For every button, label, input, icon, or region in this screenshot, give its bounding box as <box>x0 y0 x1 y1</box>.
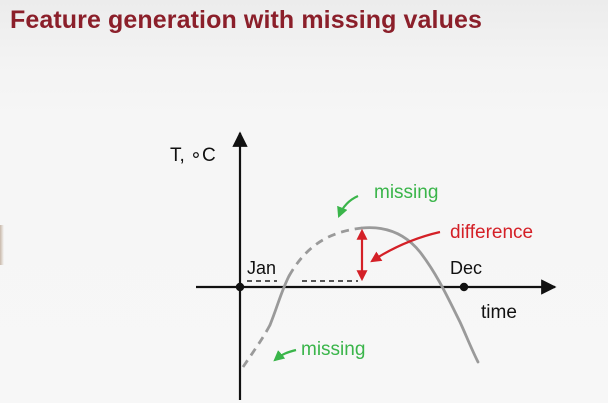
slide-title: Feature generation with missing values <box>10 6 482 34</box>
temperature-curve <box>268 226 480 364</box>
origin-dot <box>235 282 245 292</box>
dec-dot <box>459 282 469 292</box>
missing-top-label: missing <box>374 182 438 203</box>
missing-segment-top <box>287 226 363 277</box>
y-axis-label: T, ∘C <box>170 145 216 166</box>
missing-bottom-label: missing <box>301 339 365 360</box>
difference-label: difference <box>450 222 533 243</box>
x-axis-label: time <box>481 302 517 323</box>
jan-label: Jan <box>247 258 276 278</box>
left-edge-artifact <box>0 225 4 265</box>
missing-top-arrow <box>337 194 359 219</box>
difference-pointer-arrow <box>370 230 441 263</box>
missing-bottom-arrow <box>273 348 297 362</box>
dec-label: Dec <box>450 258 482 278</box>
missing-segment-bottom <box>241 324 272 368</box>
